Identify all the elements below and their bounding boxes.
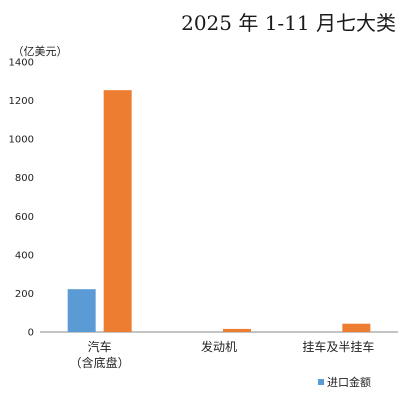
y-axis-ticks: 0 200 400 600 800 1000 1200 1400	[9, 58, 34, 339]
bar-series1-cat1	[67, 289, 96, 332]
y-tick-label: 1000	[9, 135, 34, 146]
legend-swatch	[318, 379, 324, 385]
bar-series	[67, 90, 371, 333]
x-category-label: （含底盘）	[70, 355, 130, 370]
x-category-label: 汽车	[88, 339, 112, 354]
y-tick-label: 0	[28, 328, 34, 339]
category-labels: 汽车（含底盘） 发动机 挂车及半挂车	[70, 339, 375, 370]
bar-series2-cat2	[223, 328, 251, 332]
y-tick-label: 1200	[9, 96, 34, 107]
legend: 进口金额	[318, 375, 371, 389]
bar-series2-cat1	[103, 90, 132, 333]
x-category-label: 挂车及半挂车	[302, 339, 374, 354]
y-tick-label: 400	[15, 250, 34, 261]
y-axis-unit: （亿美元）	[13, 45, 68, 58]
y-tick-label: 600	[15, 212, 34, 223]
y-tick-label: 800	[15, 173, 34, 184]
y-tick-label: 200	[15, 289, 34, 300]
x-category-label: 发动机	[201, 339, 237, 354]
bar-series2-cat3	[342, 323, 371, 332]
legend-label: 进口金额	[327, 375, 371, 389]
y-tick-label: 1400	[9, 58, 34, 69]
chart-title: 2025 年 1-11 月七大类	[181, 11, 396, 35]
